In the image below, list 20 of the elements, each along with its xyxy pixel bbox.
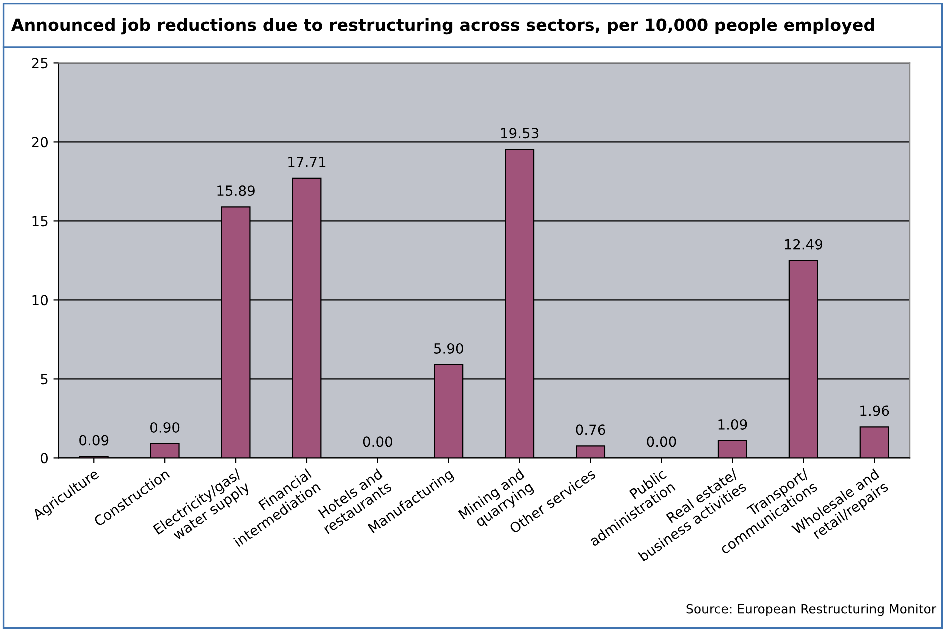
y-tick-label: 20 (32, 137, 48, 148)
data-label: 0.09 (80, 435, 109, 446)
y-tick-label: 5 (41, 374, 48, 385)
y-tick-label: 25 (32, 58, 48, 69)
data-label: 15.89 (218, 186, 255, 196)
y-tick-label: 0 (41, 453, 48, 464)
data-label: 0.90 (150, 422, 180, 433)
data-label: 19.53 (501, 128, 539, 139)
data-label: 5.90 (434, 343, 464, 354)
data-label: 0.76 (576, 424, 606, 436)
data-label: 0.00 (363, 436, 392, 448)
y-tick-label: 15 (32, 216, 48, 227)
y-tick-label: 10 (32, 295, 48, 306)
data-label: 1.09 (718, 419, 748, 430)
data-label: 0.00 (647, 436, 676, 448)
source-note: Source: European Restructuring Monitor (686, 604, 937, 616)
data-label: 12.49 (785, 239, 823, 250)
data-label: 1.96 (860, 406, 890, 416)
chart-title: Announced job reductions due to restructuring across sectors, per 10,000 people employed (11, 18, 874, 35)
data-label: 17.71 (288, 157, 326, 168)
